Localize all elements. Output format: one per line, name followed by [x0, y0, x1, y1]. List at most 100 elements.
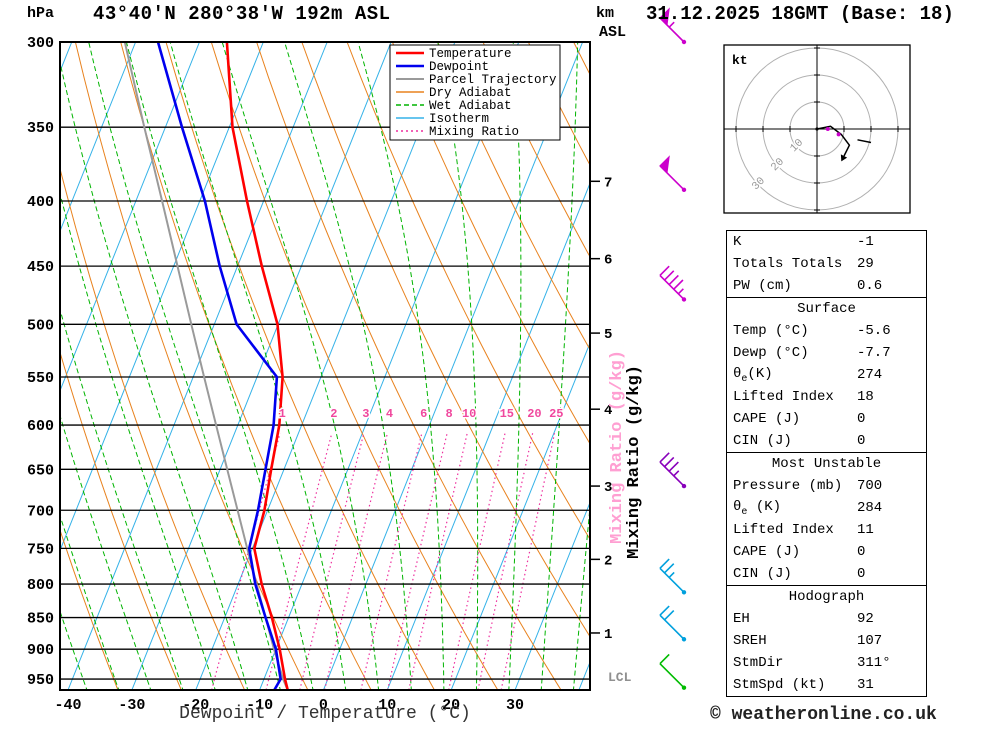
legend-label: Dewpoint [429, 60, 489, 74]
km-axis-unit-label: km [596, 5, 615, 22]
svg-text:750: 750 [27, 541, 54, 558]
stat-value: 0 [857, 433, 866, 449]
svg-text:10: 10 [378, 697, 396, 714]
stats-section-title: Hodograph [788, 589, 865, 605]
stat-label: Totals Totals [733, 256, 843, 272]
stat-value: 0 [857, 566, 866, 582]
date-title: 31.12.2025 18GMT (Base: 18) [646, 3, 954, 25]
km-tick-label: 1 [604, 627, 612, 643]
mixing-ratio-lines [211, 433, 556, 690]
stat-label: Pressure (mb) [733, 478, 843, 494]
stat-value: -7.7 [857, 345, 891, 361]
stat-label: Temp (°C) [733, 323, 809, 339]
stat-label: CAPE (J) [733, 544, 801, 560]
stat-label: Lifted Index [733, 389, 834, 405]
mixing-axis-label-pink: Mixing Ratio (g/kg) [608, 350, 627, 544]
wind-barb [659, 265, 687, 302]
legend-label: Dry Adiabat [429, 86, 512, 100]
hodograph-mark [825, 127, 830, 131]
svg-text:2: 2 [330, 407, 337, 421]
pressure-tick-labels: 300 350 400 450 500 550 600 650 700 750 800 850 900 9… [27, 35, 54, 689]
svg-text:600: 600 [27, 418, 54, 435]
stat-value: 92 [857, 611, 874, 627]
svg-text:-30: -30 [118, 697, 145, 714]
stat-row: StmSpd (kt) 31 [727, 674, 926, 696]
svg-text:0: 0 [319, 697, 328, 714]
sounding-profiles [123, 42, 289, 690]
svg-text:20: 20 [527, 407, 541, 421]
svg-text:10: 10 [462, 407, 476, 421]
svg-text:350: 350 [27, 120, 54, 137]
isotherms [60, 42, 590, 690]
mixing-axis-label: Mixing Ratio (g/kg) [625, 365, 644, 559]
stats-panel: K -1 Totals Totals 29 PW (cm) 0.6 Surface Temp … [726, 230, 927, 697]
legend-label: Isotherm [429, 112, 489, 126]
km-tick-label: 7 [604, 175, 612, 191]
stat-value: 107 [857, 633, 883, 649]
svg-text:15: 15 [500, 407, 514, 421]
svg-text:450: 450 [27, 259, 54, 276]
legend-label: Parcel Trajectory [429, 73, 557, 87]
hodograph-trace [816, 125, 851, 157]
pressure-gridlines [60, 41, 590, 680]
svg-text:4: 4 [386, 407, 393, 421]
svg-text:-10: -10 [246, 697, 273, 714]
temperature-line [225, 42, 289, 690]
temperature-tick-labels: -40 -30 -20 -10 0 10 20 30 [54, 697, 524, 714]
stat-row: CIN (J) 0 [727, 563, 926, 585]
stat-value: 274 [857, 367, 883, 383]
stat-label: StmSpd (kt) [733, 677, 826, 693]
stat-label: Dewp (°C) [733, 345, 809, 361]
stat-label: PW (cm) [733, 278, 792, 294]
stat-row: CAPE (J) 0 [727, 541, 926, 563]
svg-text:950: 950 [27, 672, 54, 689]
stat-value: -1 [857, 234, 874, 250]
stat-label: Lifted Index [733, 522, 834, 538]
stat-label: K [733, 234, 742, 250]
stat-row: Dewp (°C) -7.7 [727, 342, 926, 364]
legend-label: Temperature [429, 47, 512, 61]
stat-row: SREH 107 [727, 630, 926, 652]
pressure-unit-label: hPa [27, 5, 55, 22]
stat-row: Lifted Index 18 [727, 386, 926, 408]
stat-label: CIN (J) [733, 433, 792, 449]
svg-text:20: 20 [442, 697, 460, 714]
stat-value: 11 [857, 522, 874, 538]
legend-label: Mixing Ratio [429, 125, 519, 139]
stat-value: 284 [857, 500, 883, 516]
wind-barb [659, 605, 687, 642]
stat-value: 311° [857, 655, 891, 671]
mixing-ratio-labels: 1 2 3 4 6 8 10 15 20 25 [277, 406, 565, 423]
svg-text:300: 300 [27, 35, 54, 52]
svg-text:30: 30 [506, 697, 524, 714]
hodograph-mark [836, 132, 841, 137]
svg-text:700: 700 [27, 503, 54, 520]
svg-text:800: 800 [27, 577, 54, 594]
km-tick-label: 4 [604, 403, 612, 419]
svg-text:650: 650 [27, 462, 54, 479]
lcl-label: LCL [608, 670, 632, 685]
stat-row: K -1 [727, 231, 926, 253]
stat-row: Temp (°C) -5.6 [727, 320, 926, 342]
svg-text:1: 1 [279, 407, 286, 421]
stat-value: 0.6 [857, 278, 883, 294]
svg-text:8: 8 [445, 407, 452, 421]
stat-label: θe (K) [733, 498, 782, 518]
svg-text:-20: -20 [182, 697, 209, 714]
stat-label: EH [733, 611, 750, 627]
stat-label: CIN (J) [733, 566, 792, 582]
svg-text:-40: -40 [54, 697, 81, 714]
stat-row: EH 92 [727, 608, 926, 630]
stat-row: θe(K) 274 [727, 364, 926, 386]
stats-table: Most Unstable Pressure (mb) 700 θe (K) 284 Li… [726, 452, 927, 586]
stat-value: -5.6 [857, 323, 891, 339]
svg-text:400: 400 [27, 194, 54, 211]
km-tick-label: 6 [604, 253, 612, 269]
svg-text:25: 25 [549, 407, 563, 421]
stat-value: 18 [857, 389, 874, 405]
dewpoint-line [156, 42, 282, 690]
x-axis-label: Dewpoint / Temperature (°C) [179, 704, 471, 724]
wind-barb [659, 7, 687, 45]
stat-row: CIN (J) 0 [727, 430, 926, 452]
